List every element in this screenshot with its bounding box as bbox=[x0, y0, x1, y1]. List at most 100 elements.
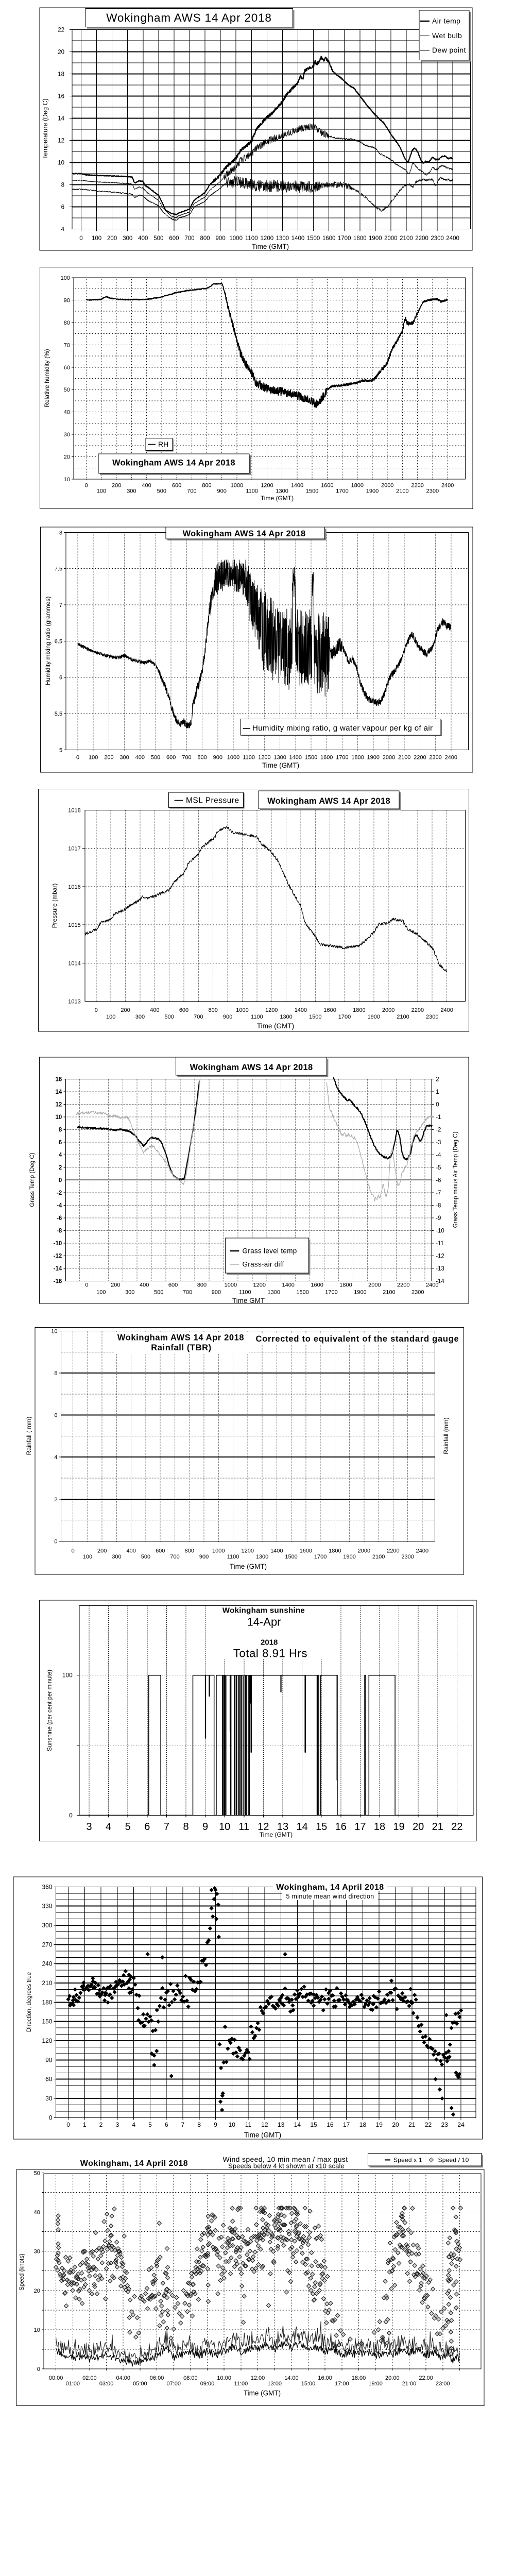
svg-text:900: 900 bbox=[223, 1014, 232, 1020]
svg-text:9: 9 bbox=[214, 2121, 217, 2128]
svg-text:2400: 2400 bbox=[440, 1007, 453, 1013]
svg-text:RH: RH bbox=[158, 440, 168, 448]
svg-text:1900: 1900 bbox=[367, 755, 380, 761]
svg-text:14: 14 bbox=[294, 2121, 301, 2128]
svg-text:Wet bulb: Wet bulb bbox=[432, 31, 462, 40]
svg-text:100: 100 bbox=[89, 755, 98, 761]
svg-text:1900: 1900 bbox=[368, 1014, 380, 1020]
svg-text:80: 80 bbox=[64, 320, 70, 326]
svg-text:2400: 2400 bbox=[426, 1282, 438, 1289]
svg-text:90: 90 bbox=[64, 297, 70, 303]
svg-text:1300: 1300 bbox=[276, 235, 289, 242]
svg-text:2000: 2000 bbox=[382, 1007, 394, 1013]
svg-text:23: 23 bbox=[441, 2121, 449, 2128]
svg-text:100: 100 bbox=[61, 275, 70, 281]
svg-text:2400: 2400 bbox=[446, 235, 459, 242]
svg-text:Grass Temp minus Air Temp (Deg: Grass Temp minus Air Temp (Deg C) bbox=[453, 1131, 459, 1228]
svg-text:2000: 2000 bbox=[358, 1548, 370, 1554]
svg-text:400: 400 bbox=[127, 1548, 136, 1554]
svg-text:Rainfall (TBR): Rainfall (TBR) bbox=[151, 1343, 211, 1352]
svg-text:600: 600 bbox=[172, 483, 181, 489]
svg-text:10: 10 bbox=[58, 160, 64, 166]
svg-text:180: 180 bbox=[42, 1998, 52, 2006]
svg-text:04:00: 04:00 bbox=[116, 2375, 130, 2381]
svg-text:Time (GMT): Time (GMT) bbox=[257, 1022, 294, 1030]
svg-text:02:00: 02:00 bbox=[82, 2375, 97, 2381]
svg-text:-5: -5 bbox=[436, 1165, 441, 1171]
svg-text:12: 12 bbox=[58, 138, 64, 144]
svg-text:1000: 1000 bbox=[229, 235, 243, 242]
svg-text:Grass-air diff: Grass-air diff bbox=[243, 1260, 284, 1268]
svg-text:600: 600 bbox=[179, 1007, 188, 1013]
svg-text:1400: 1400 bbox=[291, 235, 305, 242]
svg-text:1200: 1200 bbox=[253, 1282, 266, 1289]
svg-text:700: 700 bbox=[183, 1290, 192, 1296]
svg-text:1900: 1900 bbox=[369, 235, 382, 242]
svg-text:00:00: 00:00 bbox=[49, 2375, 63, 2381]
svg-text:2200: 2200 bbox=[387, 1548, 399, 1554]
svg-text:11:00: 11:00 bbox=[234, 2381, 248, 2387]
svg-text:Wokingham sunshine: Wokingham sunshine bbox=[222, 1606, 305, 1615]
svg-text:-16: -16 bbox=[54, 1278, 62, 1284]
svg-text:6: 6 bbox=[59, 1140, 62, 1146]
svg-text:1100: 1100 bbox=[239, 1290, 251, 1296]
svg-text:05:00: 05:00 bbox=[133, 2381, 147, 2387]
svg-text:8: 8 bbox=[59, 530, 62, 536]
svg-text:0: 0 bbox=[79, 235, 82, 242]
svg-text:1600: 1600 bbox=[323, 1007, 336, 1013]
svg-text:Relative humidity (%): Relative humidity (%) bbox=[43, 349, 50, 407]
svg-text:100: 100 bbox=[92, 235, 101, 242]
svg-text:2: 2 bbox=[59, 1165, 62, 1171]
svg-text:Time (GMT): Time (GMT) bbox=[244, 2389, 281, 2397]
svg-text:1600: 1600 bbox=[320, 755, 333, 761]
svg-text:120: 120 bbox=[42, 2037, 52, 2044]
svg-text:1700: 1700 bbox=[336, 488, 348, 495]
svg-text:1700: 1700 bbox=[338, 235, 351, 242]
svg-text:400: 400 bbox=[142, 483, 151, 489]
svg-text:5.5: 5.5 bbox=[55, 711, 62, 717]
svg-text:22: 22 bbox=[451, 1821, 462, 1833]
svg-text:1100: 1100 bbox=[246, 488, 258, 495]
svg-text:1700: 1700 bbox=[314, 1554, 327, 1560]
svg-text:21:00: 21:00 bbox=[402, 2381, 417, 2387]
svg-text:0: 0 bbox=[69, 1811, 73, 1819]
svg-text:2000: 2000 bbox=[384, 235, 398, 242]
svg-text:7: 7 bbox=[181, 2121, 185, 2128]
svg-text:24: 24 bbox=[457, 2121, 465, 2128]
svg-text:Wokingham AWS 14 Apr 2018: Wokingham AWS 14 Apr 2018 bbox=[112, 458, 235, 467]
svg-text:1015: 1015 bbox=[68, 922, 80, 928]
svg-text:14: 14 bbox=[58, 116, 64, 122]
svg-text:-4: -4 bbox=[436, 1152, 441, 1158]
svg-text:13: 13 bbox=[277, 1821, 288, 1833]
svg-text:1300: 1300 bbox=[268, 1290, 280, 1296]
svg-text:30: 30 bbox=[34, 2249, 40, 2255]
svg-text:2200: 2200 bbox=[411, 1007, 424, 1013]
svg-text:700: 700 bbox=[194, 1014, 203, 1020]
svg-text:7: 7 bbox=[59, 602, 62, 608]
svg-text:100: 100 bbox=[106, 1014, 115, 1020]
svg-text:1900: 1900 bbox=[354, 1290, 366, 1296]
svg-text:300: 300 bbox=[135, 1014, 145, 1020]
svg-text:4: 4 bbox=[61, 227, 65, 233]
svg-text:1000: 1000 bbox=[227, 755, 239, 761]
svg-text:1000: 1000 bbox=[231, 483, 243, 489]
svg-text:600: 600 bbox=[156, 1548, 165, 1554]
svg-text:16: 16 bbox=[58, 94, 64, 100]
svg-text:16: 16 bbox=[327, 2121, 334, 2128]
svg-text:1: 1 bbox=[83, 2121, 87, 2128]
svg-text:200: 200 bbox=[111, 1282, 120, 1289]
svg-text:1500: 1500 bbox=[309, 1014, 321, 1020]
svg-text:800: 800 bbox=[197, 755, 207, 761]
svg-text:20: 20 bbox=[413, 1821, 424, 1833]
svg-text:200: 200 bbox=[104, 755, 113, 761]
svg-text:1600: 1600 bbox=[300, 1548, 312, 1554]
svg-text:10: 10 bbox=[64, 477, 70, 483]
svg-text:Wokingham AWS 14 Apr 2018: Wokingham AWS 14 Apr 2018 bbox=[106, 11, 271, 24]
svg-text:330: 330 bbox=[42, 1903, 52, 1910]
svg-text:2100: 2100 bbox=[400, 235, 413, 242]
svg-text:-6: -6 bbox=[57, 1215, 62, 1222]
svg-text:800: 800 bbox=[185, 1548, 194, 1554]
svg-text:0: 0 bbox=[95, 1007, 98, 1013]
svg-text:8: 8 bbox=[197, 2121, 201, 2128]
svg-text:Temperature (Deg C): Temperature (Deg C) bbox=[42, 98, 49, 159]
